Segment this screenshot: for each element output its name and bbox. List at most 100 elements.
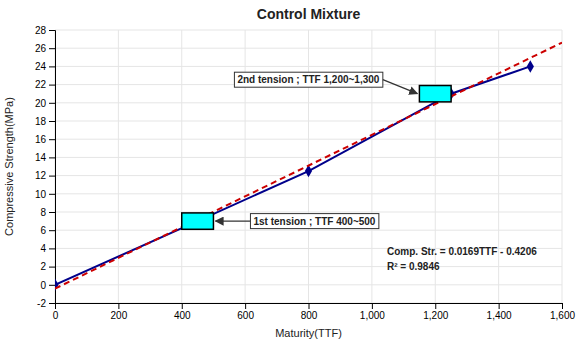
grid-line-y <box>55 193 562 194</box>
grid-line-y <box>55 48 562 49</box>
grid-line-x <box>118 30 119 303</box>
x-axis-title: Maturity(TTF) <box>275 327 342 339</box>
y-tick-label: 10 <box>35 189 47 200</box>
y-axis-line <box>49 31 56 304</box>
x-tick: 1,400 <box>487 303 512 321</box>
grid <box>55 30 562 303</box>
y-tick-label: 28 <box>35 25 47 36</box>
x-tick-label: 1,000 <box>360 310 385 321</box>
x-tick-mark <box>309 303 310 309</box>
marks <box>55 43 562 291</box>
chart-container: 02004006008001,0001,2001,4001,600-202468… <box>0 0 582 343</box>
y-tick-label: 6 <box>40 225 46 236</box>
y-tick-mark <box>49 285 55 286</box>
annotation-arrow <box>383 80 418 94</box>
x-tick-mark <box>118 303 119 309</box>
y-tick: 10 <box>35 189 55 200</box>
highlight-annotation: 1st tension ; TTF 400~500 <box>215 214 378 229</box>
highlight-box <box>419 86 451 102</box>
y-tick: 26 <box>35 43 55 54</box>
x-tick: 600 <box>237 303 254 321</box>
y-tick: 2 <box>40 261 55 272</box>
highlight-box <box>182 213 214 229</box>
y-tick-label: -2 <box>37 298 46 309</box>
y-tick-mark <box>49 194 55 195</box>
y-tick-mark <box>49 303 55 304</box>
x-tick-mark <box>499 303 500 309</box>
y-tick-mark <box>49 103 55 104</box>
y-tick-label: 8 <box>40 207 46 218</box>
y-tick-mark <box>49 48 55 49</box>
x-tick-label: 1,400 <box>487 310 512 321</box>
y-tick: 14 <box>35 152 55 163</box>
y-tick-label: 16 <box>35 134 47 145</box>
y-tick: -2 <box>37 298 55 309</box>
annotation-arrow <box>215 220 250 221</box>
x-tick-label: 800 <box>301 310 318 321</box>
y-tick-mark <box>49 139 55 140</box>
y-tick-label: 24 <box>35 61 47 72</box>
annotation-background <box>250 214 378 229</box>
y-tick-mark <box>49 267 55 268</box>
x-tick-mark <box>245 303 246 309</box>
grid-line-y <box>55 139 562 140</box>
x-tick: 400 <box>174 303 191 321</box>
y-tick-label: 0 <box>40 280 46 291</box>
grid-line-x <box>181 30 182 303</box>
x-tick-mark <box>562 303 563 309</box>
annotation-background <box>234 72 382 87</box>
y-tick-mark <box>49 85 55 86</box>
x-tick-label: 0 <box>53 310 59 321</box>
grid-line-x <box>371 30 372 303</box>
y-tick-label: 2 <box>40 261 46 272</box>
grid-line-x <box>562 30 563 303</box>
y-tick-mark <box>49 248 55 249</box>
series-marker <box>527 60 534 72</box>
y-tick-label: 18 <box>35 116 47 127</box>
y-tick-label: 4 <box>40 243 46 254</box>
y-tick-mark <box>49 157 55 158</box>
x-tick-label: 400 <box>174 310 191 321</box>
grid-line-y <box>55 266 562 267</box>
y-tick: 8 <box>40 207 55 218</box>
equation-text: Comp. Str. = 0.0169TTF - 0.4206 <box>387 246 537 257</box>
y-axis-title: Compressive Strength(MPa) <box>3 97 15 236</box>
grid-line-x <box>245 30 246 303</box>
x-tick: 200 <box>111 303 128 321</box>
y-tick-label: 12 <box>35 170 47 181</box>
grid-line-y <box>55 230 562 231</box>
chart: 02004006008001,0001,2001,4001,600-202468… <box>0 0 582 343</box>
x-tick-label: 600 <box>237 310 254 321</box>
x-tick: 1,600 <box>550 303 575 321</box>
y-tick-label: 26 <box>35 43 47 54</box>
y-tick: 18 <box>35 116 55 127</box>
y-tick-mark <box>49 176 55 177</box>
x-axis: 0 200 400 600 800 1,000 1,200 1,400 1,600 <box>53 303 576 321</box>
x-tick: 1,200 <box>423 303 448 321</box>
x-tick-mark <box>435 303 436 309</box>
x-tick-mark <box>372 303 373 309</box>
y-tick: 12 <box>35 170 55 181</box>
y-tick-label: 22 <box>35 79 47 90</box>
x-tick-label: 200 <box>111 310 128 321</box>
highlight-annotation: 2nd tension ; TTF 1,200~1,300 <box>234 72 417 94</box>
x-tick: 0 <box>53 303 59 321</box>
y-tick: 28 <box>35 25 55 36</box>
annotation-text: 1st tension ; TTF 400~500 <box>253 216 375 227</box>
annotation-text: 2nd tension ; TTF 1,200~1,300 <box>237 74 379 85</box>
x-tick-label: 1,600 <box>550 310 575 321</box>
grid-line-y <box>55 157 562 158</box>
grid-line-y <box>55 284 562 285</box>
annotations: 1st tension ; TTF 400~500 2nd tension ; T… <box>215 72 537 272</box>
y-tick: 24 <box>35 61 55 72</box>
grid-line-y <box>55 212 562 213</box>
grid-line-y <box>55 121 562 122</box>
grid-line-y <box>55 30 562 31</box>
y-tick-label: 14 <box>35 152 47 163</box>
x-tick: 800 <box>301 303 318 321</box>
y-tick-mark <box>49 30 55 31</box>
grid-line-y <box>55 66 562 67</box>
x-axis-line <box>56 304 563 310</box>
x-tick-mark <box>182 303 183 309</box>
grid-line-x <box>498 30 499 303</box>
